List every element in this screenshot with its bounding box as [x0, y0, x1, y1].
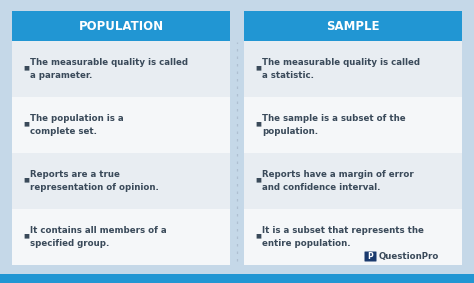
Bar [12, 209, 230, 265]
Bar [12, 11, 230, 265]
Text: P: P [368, 252, 374, 261]
Text: Reports are a true
representation of opinion.: Reports are a true representation of opi… [30, 170, 159, 192]
Text: ■: ■ [23, 121, 29, 127]
Text: It contains all members of a
specified group.: It contains all members of a specified g… [30, 226, 167, 248]
Text: The measurable quality is called
a parameter.: The measurable quality is called a param… [30, 58, 188, 80]
Text: ■: ■ [255, 65, 261, 70]
Text: ■: ■ [255, 177, 261, 183]
Text: ■: ■ [255, 121, 261, 127]
Text: Reports have a margin of error
and confidence interval.: Reports have a margin of error and confi… [262, 170, 414, 192]
Bar [244, 97, 462, 153]
Bar [244, 153, 462, 209]
Text: ■: ■ [255, 233, 261, 239]
Bar [12, 153, 230, 209]
Bar [244, 209, 462, 265]
FancyBboxPatch shape [365, 252, 376, 261]
Text: ■: ■ [23, 65, 29, 70]
Text: ■: ■ [23, 233, 29, 239]
Text: ■: ■ [23, 177, 29, 183]
Bar [12, 11, 230, 41]
Text: POPULATION: POPULATION [78, 20, 164, 33]
Text: The sample is a subset of the
population.: The sample is a subset of the population… [262, 114, 406, 136]
Bar [244, 41, 462, 97]
Text: It is a subset that represents the
entire population.: It is a subset that represents the entir… [262, 226, 424, 248]
Text: The population is a
complete set.: The population is a complete set. [30, 114, 124, 136]
Bar [12, 97, 230, 153]
Bar [12, 41, 230, 97]
Bar [244, 11, 462, 265]
Text: SAMPLE: SAMPLE [326, 20, 380, 33]
Bar [0, 274, 474, 283]
Bar [244, 11, 462, 41]
Text: The measurable quality is called
a statistic.: The measurable quality is called a stati… [262, 58, 420, 80]
Text: QuestionPro: QuestionPro [379, 252, 439, 261]
